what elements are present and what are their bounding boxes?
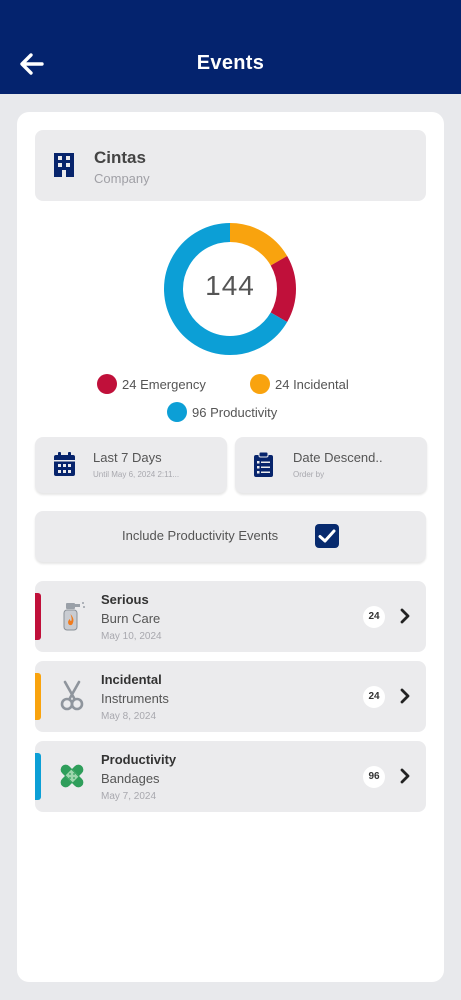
- scissors-icon: [60, 680, 84, 711]
- event-date: May 10, 2024: [101, 631, 162, 642]
- legend-dot-productivity: [167, 402, 187, 422]
- include-productivity-checkbox[interactable]: [315, 524, 339, 548]
- calendar-icon: [54, 452, 75, 476]
- company-name: Cintas: [94, 148, 146, 167]
- event-count-badge: 24: [363, 686, 385, 708]
- date-range-sub: Until May 6, 2024 2:11...: [93, 470, 180, 479]
- chevron-right-icon: [400, 688, 410, 704]
- donut-total: 144: [205, 270, 255, 301]
- event-type: Productivity: [101, 752, 177, 767]
- app-header: Events: [0, 0, 461, 94]
- event-severity-bar: [35, 593, 41, 640]
- donut-segment-productivity: [164, 223, 288, 355]
- include-productivity-toggle[interactable]: Include Productivity Events: [35, 511, 426, 562]
- event-list-item[interactable]: Incidental Instruments May 8, 2024 24: [35, 661, 426, 732]
- legend-label-emergency: 24 Emergency: [122, 376, 206, 392]
- legend-dot-incidental: [250, 374, 270, 394]
- event-name: Burn Care: [101, 611, 161, 626]
- chevron-right-icon: [400, 608, 410, 624]
- events-card: Cintas Company 144 24 Emergency 24 Incid…: [17, 112, 444, 982]
- event-count-badge: 24: [363, 606, 385, 628]
- legend-label-productivity: 96 Productivity: [192, 404, 278, 420]
- page-title: Events: [196, 52, 265, 74]
- legend-label-incidental: 24 Incidental: [275, 376, 349, 392]
- legend-productivity: 96 Productivity: [167, 402, 277, 422]
- donut-segment-incidental: [229, 223, 288, 266]
- company-label: Company: [94, 171, 150, 186]
- event-count-badge: 96: [363, 766, 385, 788]
- building-icon: [54, 153, 74, 177]
- event-list-item[interactable]: Productivity Bandages May 7, 2024 96: [35, 741, 426, 812]
- legend-emergency: 24 Emergency: [97, 374, 206, 394]
- include-productivity-label: Include Productivity Events: [122, 528, 279, 543]
- chevron-right-icon: [400, 768, 410, 784]
- date-range-filter[interactable]: Last 7 Days Until May 6, 2024 2:11...: [35, 437, 227, 493]
- event-type: Serious: [101, 592, 149, 607]
- company-selector[interactable]: Cintas Company: [35, 130, 426, 201]
- events-donut-chart: [164, 223, 296, 355]
- event-name: Bandages: [101, 771, 160, 786]
- event-date: May 8, 2024: [101, 711, 157, 722]
- event-severity-bar: [35, 753, 41, 800]
- burn-spray-icon: [63, 602, 85, 631]
- legend-dot-emergency: [97, 374, 117, 394]
- back-button[interactable]: [16, 48, 48, 80]
- event-date: May 7, 2024: [101, 791, 157, 802]
- arrow-left-icon: [20, 53, 44, 75]
- event-type: Incidental: [101, 672, 162, 687]
- checkmark-icon: [318, 529, 336, 543]
- date-range-label: Last 7 Days: [93, 450, 162, 465]
- event-name: Instruments: [101, 691, 169, 706]
- event-severity-bar: [35, 673, 41, 720]
- event-list-item[interactable]: Serious Burn Care May 10, 2024 24: [35, 581, 426, 652]
- bandage-icon: [60, 764, 84, 788]
- order-by-label: Date Descend..: [293, 450, 383, 465]
- donut-segment-emergency: [270, 256, 296, 322]
- order-by-sub: Order by: [293, 470, 325, 479]
- legend-incidental: 24 Incidental: [250, 374, 349, 394]
- clipboard-list-icon: [254, 452, 273, 477]
- order-by-filter[interactable]: Date Descend.. Order by: [235, 437, 427, 493]
